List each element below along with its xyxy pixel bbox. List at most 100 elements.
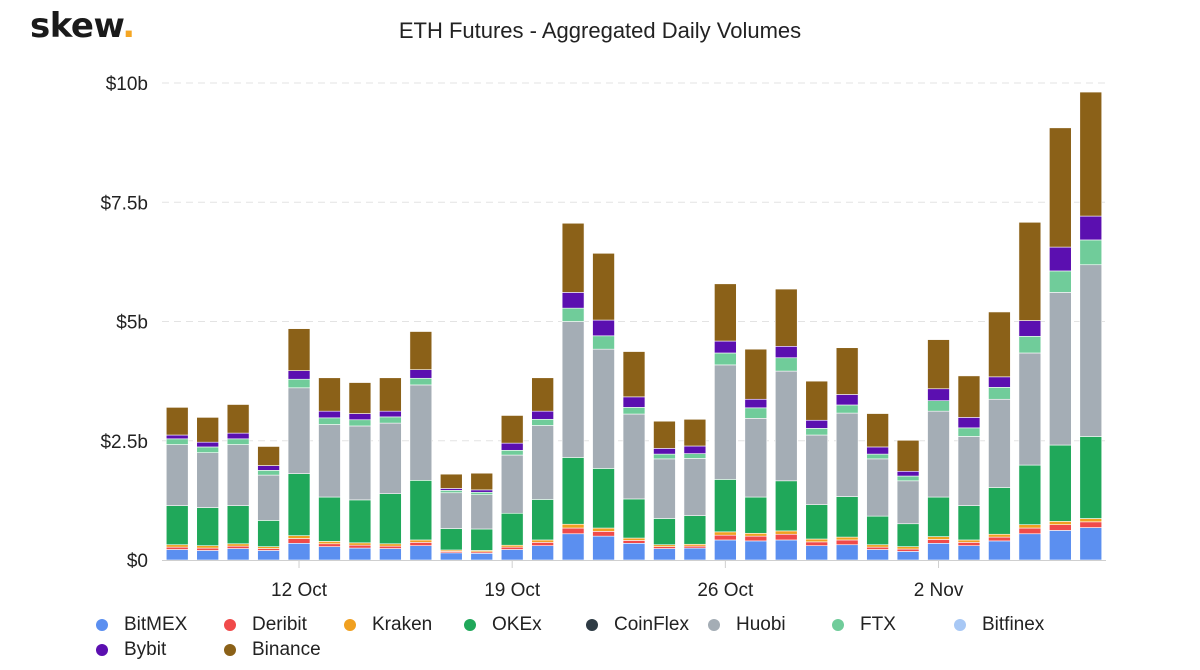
bar-segment-okex	[257, 520, 280, 547]
legend-label: FTX	[860, 614, 896, 635]
bar-segment-kraken	[714, 531, 737, 536]
bar-segment-kraken	[1079, 518, 1103, 523]
bar-segment-okex	[1018, 464, 1042, 526]
bar-segment-deribit	[1018, 527, 1042, 535]
bar-segment-deribit	[957, 542, 981, 546]
bar-segment-bybit	[1018, 320, 1042, 337]
bar-segment-kraken	[531, 539, 554, 543]
bar-segment-bybit	[1079, 215, 1103, 241]
legend-label: CoinFlex	[614, 614, 689, 635]
bar-segment-okex	[683, 515, 707, 545]
stacked-bar-chart: $0 $2.5b $5b $7.5b $10b 12 Oct 19 Oct 26 Oct 2 …	[100, 74, 1106, 601]
bar-segment-okex	[774, 480, 798, 532]
legend-label: Huobi	[736, 614, 786, 635]
bar-segment-ftx	[348, 419, 372, 427]
x-tick-label: 19 Oct	[484, 580, 541, 601]
bar-segment-deribit	[1079, 521, 1103, 528]
legend-item-okex[interactable]: OKEx	[464, 614, 542, 636]
bar-segment-ftx	[257, 470, 280, 476]
bar-segment-ftx	[165, 438, 189, 445]
bar-segment-huobi	[500, 454, 524, 514]
bar-segment-bitmex	[1049, 530, 1072, 561]
bar-segment-binance	[257, 446, 280, 466]
logo-text: skew	[30, 6, 123, 46]
bar-segment-huobi	[318, 424, 341, 498]
bar-segment-okex	[561, 457, 585, 525]
bar-segment-huobi	[257, 474, 280, 521]
bar-segment-bitmex	[927, 543, 950, 561]
bar-segment-bybit	[835, 394, 859, 406]
legend-item-huobi[interactable]: Huobi	[708, 614, 786, 636]
bar-segment-ftx	[1018, 335, 1042, 354]
bar-segment-huobi	[531, 425, 554, 500]
y-tick-label: $2.5b	[100, 432, 148, 453]
bar-segment-binance	[592, 252, 615, 321]
bar-segment-huobi	[835, 412, 859, 497]
bar-segment-bybit	[988, 376, 1011, 388]
bar-segment-binance	[835, 347, 859, 395]
bar-segment-bitmex	[561, 533, 585, 561]
bar-segment-huobi	[226, 444, 250, 506]
bar-segment-bybit	[592, 319, 615, 337]
bar-segment-ftx	[744, 407, 768, 419]
bar-segment-ftx	[1049, 270, 1072, 293]
bar-segment-bybit	[500, 442, 524, 451]
bar-segment-deribit	[622, 540, 646, 544]
legend-label: OKEx	[492, 614, 542, 635]
bar-segment-huobi	[653, 458, 676, 519]
bar-segment-ftx	[561, 307, 585, 322]
legend-item-bitfinex[interactable]: Bitfinex	[954, 614, 1044, 636]
legend-item-binance[interactable]: Binance	[224, 639, 321, 661]
legend-item-ftx[interactable]: FTX	[832, 614, 896, 636]
bar-segment-okex	[866, 515, 889, 546]
bar-segment-bitmex	[470, 553, 494, 561]
legend-item-deribit[interactable]: Deribit	[224, 614, 307, 636]
bar-segment-bitmex	[500, 549, 524, 561]
bar-segment-bitmex	[196, 550, 219, 561]
bar-segment-binance	[318, 377, 341, 412]
bar-segment-huobi	[866, 458, 889, 517]
legend-item-bitmex[interactable]: BitMEX	[96, 614, 187, 636]
y-tick-label: $0	[127, 551, 148, 572]
bar-segment-bitmex	[714, 539, 737, 561]
bar-segment-deribit	[196, 547, 219, 551]
legend-label: BitMEX	[124, 614, 188, 635]
bar-segment-binance	[988, 311, 1011, 378]
bar-segment-okex	[592, 468, 615, 529]
legend-item-kraken[interactable]: Kraken	[344, 614, 432, 636]
bar-segment-deribit	[500, 546, 524, 550]
legend-swatch	[708, 619, 720, 631]
bar-segment-binance	[683, 418, 707, 447]
legend-swatch	[464, 619, 476, 631]
bar-segment-huobi	[744, 418, 768, 498]
legend-item-bybit[interactable]: Bybit	[96, 639, 166, 661]
bar-segment-binance	[805, 380, 828, 421]
bar-segment-bitmex	[165, 549, 189, 561]
legend-swatch	[586, 619, 598, 631]
bar-segment-bybit	[714, 340, 737, 354]
legend-label: Bitfinex	[982, 614, 1045, 635]
bar-segment-deribit	[561, 527, 585, 535]
bar-segment-bybit	[805, 419, 828, 429]
bar-segment-bitmex	[287, 543, 311, 561]
bar-segment-huobi	[348, 425, 372, 501]
legend-swatch	[96, 644, 108, 656]
x-tick-label: 26 Oct	[697, 580, 754, 601]
bar-segment-kraken	[896, 546, 920, 550]
bar-segment-huobi	[470, 494, 494, 530]
legend-item-coinflex[interactable]: CoinFlex	[586, 614, 689, 636]
bar-segment-huobi	[774, 370, 798, 482]
bar-segment-bybit	[226, 432, 250, 440]
bar-segment-deribit	[379, 545, 402, 549]
legend-swatch	[96, 619, 108, 631]
bar-segment-bybit	[927, 388, 950, 401]
bar-segment-ftx	[287, 378, 311, 389]
bar-segment-ftx	[196, 446, 219, 453]
bar-segment-kraken	[988, 533, 1011, 538]
y-tick-label: $7.5b	[100, 193, 148, 214]
bar-segment-deribit	[774, 533, 798, 541]
bar-segment-deribit	[318, 543, 341, 547]
bar-segment-deribit	[835, 539, 859, 546]
bar-segment-kraken	[957, 539, 981, 543]
bar-segment-okex	[409, 480, 433, 541]
